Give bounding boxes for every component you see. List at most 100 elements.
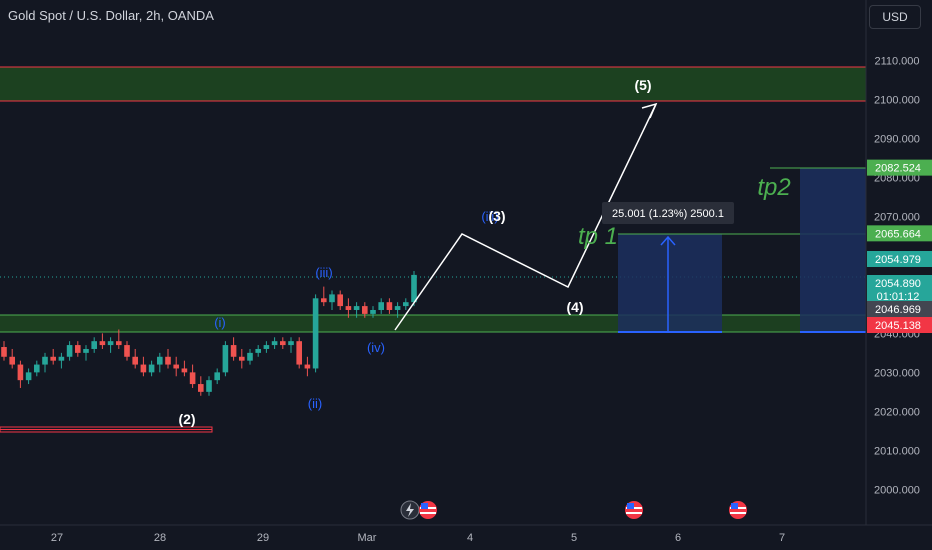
time-tick-label[interactable]: 28 (154, 532, 166, 544)
price-tick-label: 2010.000 (874, 445, 920, 457)
candle-body (288, 341, 294, 346)
candle-body (107, 341, 114, 346)
candle-body (181, 368, 188, 373)
wave-ii-label: (ii) (308, 396, 322, 411)
wave-projection-path[interactable] (394, 103, 657, 331)
price-label-tag (867, 159, 932, 176)
us-economic-event-icon[interactable] (625, 501, 643, 519)
candle-body (312, 298, 319, 369)
measure-tooltip (602, 202, 734, 224)
candle-body (206, 380, 212, 392)
price-label-tag (867, 251, 932, 267)
time-tick-label[interactable]: Mar (358, 532, 377, 544)
candle-body (1, 347, 7, 357)
price-label-text: 2054.890 (875, 278, 921, 290)
candle-body (378, 302, 384, 310)
price-label-text: 2082.524 (875, 163, 921, 175)
candle-body (222, 345, 229, 373)
candle-body (280, 341, 286, 346)
resistance-zone[interactable] (0, 67, 866, 101)
candle-body (140, 364, 147, 373)
price-tick-label: 2030.000 (874, 367, 920, 379)
wave-3-label: (3) (488, 208, 505, 224)
candle-body (345, 306, 352, 310)
wave-4-label: (4) (566, 299, 583, 315)
wave-projection-arrowhead (641, 102, 658, 119)
candle-body (25, 372, 32, 381)
candle-body (42, 356, 48, 365)
candle-body (271, 341, 278, 346)
price-tick-label: 2020.000 (874, 406, 920, 418)
time-tick-label[interactable]: 4 (467, 532, 473, 544)
candle-body (91, 341, 97, 349)
time-tick-label[interactable]: 6 (675, 532, 681, 544)
price-tick-label: 2110.000 (874, 56, 919, 68)
us-economic-event-icon[interactable] (729, 501, 747, 519)
price-tick-label: 2090.000 (874, 133, 920, 145)
wave-5-label: (5) (634, 77, 651, 93)
candle-body (255, 348, 261, 353)
candle-body (386, 302, 393, 310)
measure-tooltip-text: 25.001 (1.23%) 2500.1 (612, 208, 724, 220)
tp1-label: tp 1 (578, 223, 618, 250)
time-tick-label[interactable]: 7 (779, 532, 785, 544)
price-label-text: 2046.969 (875, 304, 921, 316)
candle-body (247, 352, 253, 361)
price-label-tag (867, 317, 932, 333)
price-label-tag (867, 225, 932, 242)
candle-body (58, 356, 65, 361)
candle-body (394, 306, 401, 310)
candle-body (296, 341, 302, 365)
candle-body (132, 356, 138, 365)
candle-body (157, 356, 163, 365)
us-economic-event-icon[interactable] (419, 501, 437, 519)
time-tick-label[interactable]: 27 (51, 532, 63, 544)
candle-body (50, 356, 56, 361)
wave-iv-label: (iv) (367, 340, 385, 355)
candle-body (9, 356, 15, 365)
tp1-box[interactable] (618, 234, 722, 332)
candle-body (214, 372, 220, 381)
candlestick-series (1, 271, 417, 396)
time-tick-label[interactable]: 5 (571, 532, 577, 544)
measure-arrow-head (660, 235, 676, 246)
time-tick-label[interactable]: 29 (257, 532, 269, 544)
flash-event-icon[interactable] (400, 500, 420, 520)
price-tick-label: 2070.000 (874, 211, 920, 223)
time-axis-ticks[interactable]: 27 28 29 Mar 4 5 6 7 (51, 532, 785, 544)
candle-body (362, 306, 368, 314)
candle-body (148, 364, 155, 373)
candle-body (370, 309, 376, 314)
currency-button[interactable]: USD (869, 5, 921, 29)
candle-body (173, 364, 179, 369)
wave-i-label: (i) (214, 315, 226, 330)
support-zone[interactable] (0, 315, 866, 332)
symbol-title[interactable]: Gold Spot / U.S. Dollar, 2h, OANDA (8, 8, 214, 23)
candle-body (116, 341, 122, 346)
candle-body (337, 294, 343, 307)
wave-iii-label: (iii) (315, 265, 332, 280)
price-tick-label: 2000.000 (874, 484, 920, 496)
price-label-text: 2045.138 (875, 320, 921, 332)
price-tick-label: 2100.000 (874, 95, 920, 107)
price-axis-labels: 2082.524 2065.664 2054.979 2054.89001:01:12… (867, 159, 932, 333)
price-label-text: 2065.664 (875, 228, 921, 240)
price-label-tag (867, 301, 932, 317)
candle-body (17, 364, 24, 381)
candle-body (124, 345, 130, 357)
countdown-text: 01:01:12 (877, 291, 920, 303)
wave-2-label: (2) (178, 411, 195, 427)
candle-body (66, 345, 73, 357)
candle-body (230, 345, 237, 357)
tp2-label: tp2 (757, 174, 790, 201)
candle-body (34, 364, 40, 373)
candle-body (99, 341, 106, 346)
price-label-tag (867, 275, 932, 303)
candle-body (165, 356, 171, 365)
candle-body (411, 274, 417, 303)
wave-iii-blue-label: (iii) (481, 209, 498, 224)
tp2-box[interactable] (800, 168, 866, 332)
candle-body (189, 372, 196, 385)
candle-body (198, 384, 204, 392)
